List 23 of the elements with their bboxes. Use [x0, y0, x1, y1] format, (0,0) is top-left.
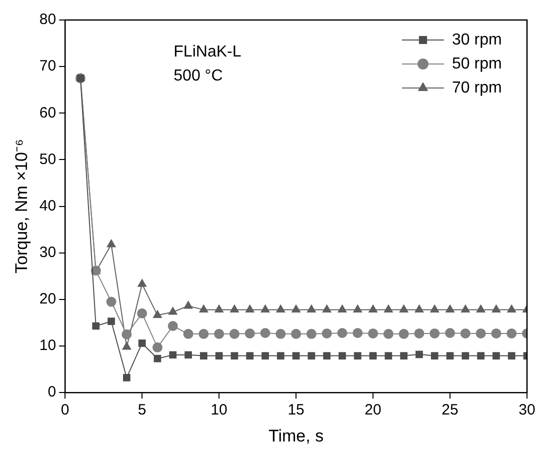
annotation: FLiNaK-L: [174, 43, 242, 60]
y-tick-label: 60: [39, 104, 56, 122]
x-tick-label: 5: [138, 402, 146, 419]
x-tick-label: 30: [518, 402, 536, 419]
y-tick-label: 40: [39, 197, 56, 214]
y-tick-label: 20: [39, 290, 56, 308]
x-tick-label: 15: [288, 402, 304, 419]
y-tick-label: 80: [39, 11, 56, 28]
x-axis-title: Time, s: [268, 426, 324, 446]
x-tick-label: 20: [364, 402, 382, 419]
x-tick-label: 25: [442, 402, 458, 419]
annotation: 500 °C: [174, 67, 223, 84]
y-tick-label: 30: [39, 244, 56, 262]
legend-label: 70 rpm: [452, 79, 502, 96]
y-tick-label: 70: [39, 58, 56, 75]
y-tick-label: 50: [39, 150, 56, 168]
x-tick-label: 10: [210, 402, 228, 419]
y-axis-title: Torque, Nm ×10⁻⁶: [12, 139, 31, 274]
legend-label: 50 rpm: [452, 55, 502, 72]
y-tick-label: 10: [39, 337, 56, 354]
y-tick-label: 0: [48, 384, 56, 401]
legend-label: 30 rpm: [452, 31, 502, 48]
x-tick-label: 0: [60, 402, 70, 419]
